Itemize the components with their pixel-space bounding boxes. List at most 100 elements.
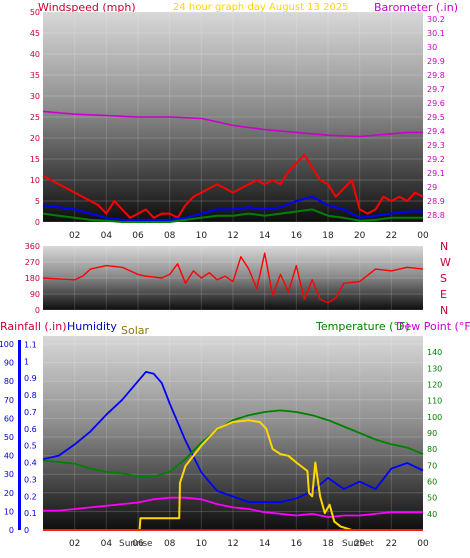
y-tick-label-right: 28.9	[427, 197, 445, 206]
x-tick-label: 04	[101, 231, 113, 241]
x-tick-label: 12	[227, 539, 238, 549]
temperature-axis-label: Temperature (°F)	[315, 320, 410, 333]
y-tick-label-right: 29.8	[427, 71, 445, 80]
y-tick-label: 45	[30, 29, 40, 38]
wind-panel-series	[42, 110, 424, 223]
rain-tick-label: 0.5	[24, 442, 37, 451]
y-tick-label-right: 30.2	[427, 15, 445, 24]
solar-axis-label: Solar	[121, 324, 150, 337]
temperature-tick-label: 110	[427, 397, 442, 406]
sunset-label: SunSet	[342, 539, 374, 549]
dewpoint-axis-label: Dew Point (°F)	[396, 320, 470, 333]
y-tick-label-right: 30	[427, 43, 437, 52]
rain-tick-label: 1	[24, 357, 29, 366]
temperature-tick-label: 60	[427, 478, 437, 487]
y-tick-label: 0	[35, 218, 40, 227]
x-tick-label: 02	[69, 539, 80, 549]
rain-tick-label: 0	[24, 526, 29, 535]
wind-panel-background	[43, 12, 423, 222]
y-tick-label: 15	[30, 155, 40, 164]
y-tick-label-right: 29	[427, 183, 437, 192]
series-line-barometer	[42, 110, 423, 138]
humidity-tick-label: 40	[4, 452, 14, 461]
x-tick-label: 16	[291, 231, 303, 241]
x-tick-label: 22	[386, 539, 397, 549]
humidity-tick-label: 0	[9, 526, 14, 535]
series-line-solar	[43, 419, 423, 531]
rain-tick-label: 0.7	[24, 408, 37, 417]
climate-panel-ticks: 010203040506070809010000.10.20.30.40.50.…	[0, 340, 442, 549]
x-tick-label: 18	[322, 231, 334, 241]
series-line-temperature	[42, 409, 424, 478]
y-tick-label: 30	[30, 92, 40, 101]
rain-tick-label: 0.9	[24, 374, 37, 383]
x-tick-label: 16	[291, 539, 303, 549]
barometer-axis-label: Barometer (.in)	[374, 1, 458, 14]
rain-tick-label: 0.1	[24, 509, 37, 518]
x-tick-label: 00	[417, 231, 429, 241]
series-line-low	[42, 208, 423, 223]
x-tick-label: 08	[164, 231, 176, 241]
x-tick-label: 14	[259, 539, 271, 549]
y-tick-label-right: 29.5	[427, 113, 445, 122]
series-line-dew-point	[43, 496, 423, 518]
rain-tick-label: 0.4	[24, 459, 37, 468]
windspeed-axis-label: Windspeed (mph)	[38, 1, 136, 14]
x-tick-label: 06	[132, 231, 144, 241]
series-line-gust	[42, 153, 424, 219]
direction-panel-series	[42, 252, 424, 304]
y-tick-label: 270	[25, 258, 40, 267]
temperature-tick-label: 90	[427, 429, 437, 438]
humidity-tick-label: 100	[0, 340, 14, 349]
y-tick-label-right: 29.9	[427, 57, 445, 66]
rain-tick-label: 0.8	[24, 391, 37, 400]
humidity-axis-label: Humidity	[67, 320, 117, 333]
rainfall-axis-bar	[18, 340, 21, 530]
wind-panel-ticks: 0 5 10 15 20 25 30 35 40 45 50 28.8 28.9 29 29.1 29.2 29…	[30, 8, 445, 241]
temperature-tick-label: 130	[427, 364, 442, 373]
y-tick-label-right: 28.8	[427, 211, 445, 220]
compass-letter: S	[440, 272, 447, 285]
humidity-tick-label: 10	[4, 507, 14, 516]
humidity-tick-label: 90	[4, 359, 14, 368]
y-tick-label-right: 29.6	[427, 99, 445, 108]
y-tick-label-right: 29.1	[427, 169, 445, 178]
temperature-tick-label: 80	[427, 445, 437, 454]
y-tick-label: 40	[30, 50, 40, 59]
y-tick-label-right: 29.2	[427, 155, 445, 164]
y-tick-label: 90	[30, 290, 40, 299]
rain-tick-label: 1.1	[24, 340, 37, 349]
x-tick-label: 10	[196, 539, 208, 549]
sunrise-label: Sunrise	[119, 539, 153, 549]
chart-title: 24 hour graph day August 13 2025	[173, 2, 349, 13]
compass-letter: N	[440, 304, 448, 317]
x-tick-label: 04	[101, 539, 113, 549]
temperature-tick-label: 120	[427, 381, 442, 390]
compass-letter: N	[440, 240, 448, 253]
temperature-tick-label: 40	[427, 510, 437, 519]
compass-letter: W	[440, 256, 451, 269]
temperature-tick-label: 70	[427, 461, 437, 470]
rain-tick-label: 0.3	[24, 475, 37, 484]
y-tick-label: 0	[35, 306, 40, 315]
x-tick-label: 22	[386, 231, 397, 241]
humidity-tick-label: 70	[4, 396, 14, 405]
series-line-wind	[42, 195, 423, 221]
y-tick-label: 25	[30, 113, 40, 122]
y-tick-label-right: 29.4	[427, 127, 445, 136]
direction-panel-background	[43, 246, 423, 310]
x-tick-label: 02	[69, 231, 80, 241]
y-tick-label: 20	[30, 134, 40, 143]
x-tick-label: 08	[164, 539, 176, 549]
x-tick-label: 06	[132, 539, 144, 549]
y-tick-label: 10	[30, 176, 40, 185]
y-tick-label: 5	[35, 197, 40, 206]
compass-letter: E	[440, 288, 447, 301]
y-tick-label-right: 29.3	[427, 141, 445, 150]
humidity-tick-label: 50	[4, 433, 14, 442]
y-tick-label: 180	[25, 274, 40, 283]
rain-tick-label: 0.6	[24, 425, 37, 434]
x-tick-label: 18	[322, 539, 334, 549]
